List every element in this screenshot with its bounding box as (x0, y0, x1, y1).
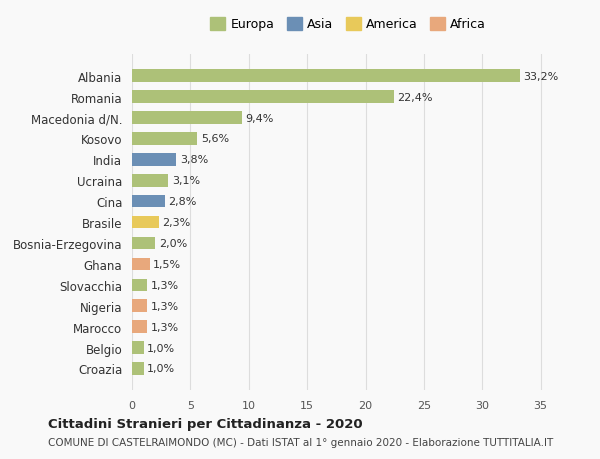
Text: 2,0%: 2,0% (159, 239, 187, 248)
Bar (132, 216, 159, 229)
Text: 3,1%: 3,1% (172, 176, 200, 186)
Bar (132, 363, 143, 375)
Bar (132, 133, 197, 146)
Bar (132, 174, 168, 187)
Legend: Europa, Asia, America, Africa: Europa, Asia, America, Africa (211, 18, 485, 31)
Bar (132, 112, 242, 124)
Text: 5,6%: 5,6% (201, 134, 229, 144)
Bar (132, 300, 147, 312)
Text: 1,3%: 1,3% (151, 322, 179, 332)
Bar (132, 258, 149, 271)
Bar (132, 237, 155, 250)
Text: 1,5%: 1,5% (153, 259, 181, 269)
Text: 33,2%: 33,2% (523, 72, 559, 82)
Bar (132, 154, 176, 166)
Text: 9,4%: 9,4% (245, 113, 274, 123)
Text: COMUNE DI CASTELRAIMONDO (MC) - Dati ISTAT al 1° gennaio 2020 - Elaborazione TUT: COMUNE DI CASTELRAIMONDO (MC) - Dati IST… (48, 437, 553, 447)
Bar (132, 341, 143, 354)
Bar (132, 70, 520, 83)
Bar (132, 321, 147, 333)
Text: 2,8%: 2,8% (168, 197, 197, 207)
Text: 1,0%: 1,0% (147, 364, 175, 374)
Text: 1,3%: 1,3% (151, 280, 179, 290)
Text: Cittadini Stranieri per Cittadinanza - 2020: Cittadini Stranieri per Cittadinanza - 2… (48, 417, 362, 430)
Bar (132, 279, 147, 291)
Text: 1,0%: 1,0% (147, 343, 175, 353)
Text: 1,3%: 1,3% (151, 301, 179, 311)
Text: 22,4%: 22,4% (397, 92, 433, 102)
Text: 2,3%: 2,3% (163, 218, 191, 228)
Bar (132, 196, 164, 208)
Bar (132, 91, 394, 104)
Text: 3,8%: 3,8% (180, 155, 208, 165)
